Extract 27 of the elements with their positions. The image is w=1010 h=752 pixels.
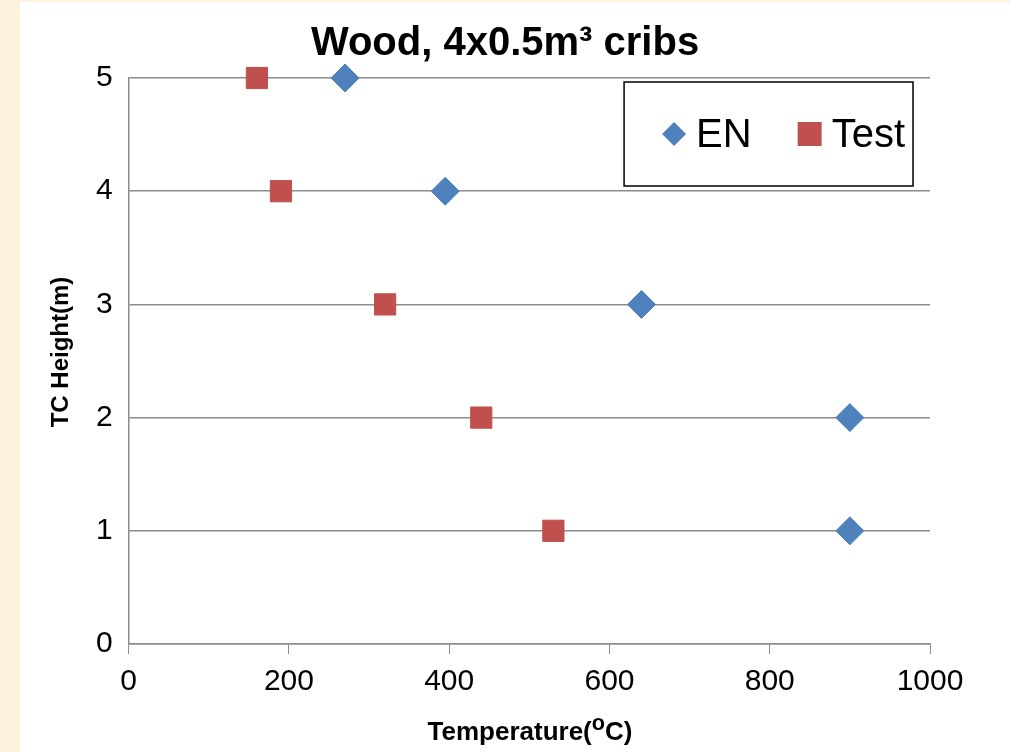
point: [430, 176, 460, 206]
y-tick-label: 5: [96, 59, 113, 93]
x-tick-label: 400: [424, 663, 475, 697]
x-tick-label: 800: [744, 663, 795, 697]
x-tick-label: 0: [120, 663, 138, 697]
y-tick-label: 2: [96, 398, 113, 432]
x-tick-label: 600: [584, 663, 635, 697]
y-axis-title: TC Height(m): [46, 276, 74, 428]
y-tick-label: 0: [96, 625, 113, 659]
y-tick-label: 1: [96, 512, 113, 546]
legend-label: Test: [831, 111, 905, 156]
point: [269, 180, 293, 203]
chart-title: Wood, 4x0.5m³ cribs: [310, 19, 700, 64]
point: [627, 289, 657, 319]
y-tick-label: 3: [96, 285, 113, 319]
point: [245, 66, 268, 90]
point: [330, 63, 360, 93]
y-tick-label: 4: [96, 172, 113, 206]
legend-label: EN: [696, 111, 752, 156]
x-axis-title: Temperature($^{o}$C): [426, 710, 634, 747]
x-tick-label: 200: [263, 663, 314, 697]
point: [835, 403, 865, 433]
point: [470, 406, 493, 429]
point: [374, 293, 397, 316]
point: [835, 516, 865, 546]
point: [542, 519, 565, 542]
x-tick-label: 1000: [896, 663, 964, 697]
